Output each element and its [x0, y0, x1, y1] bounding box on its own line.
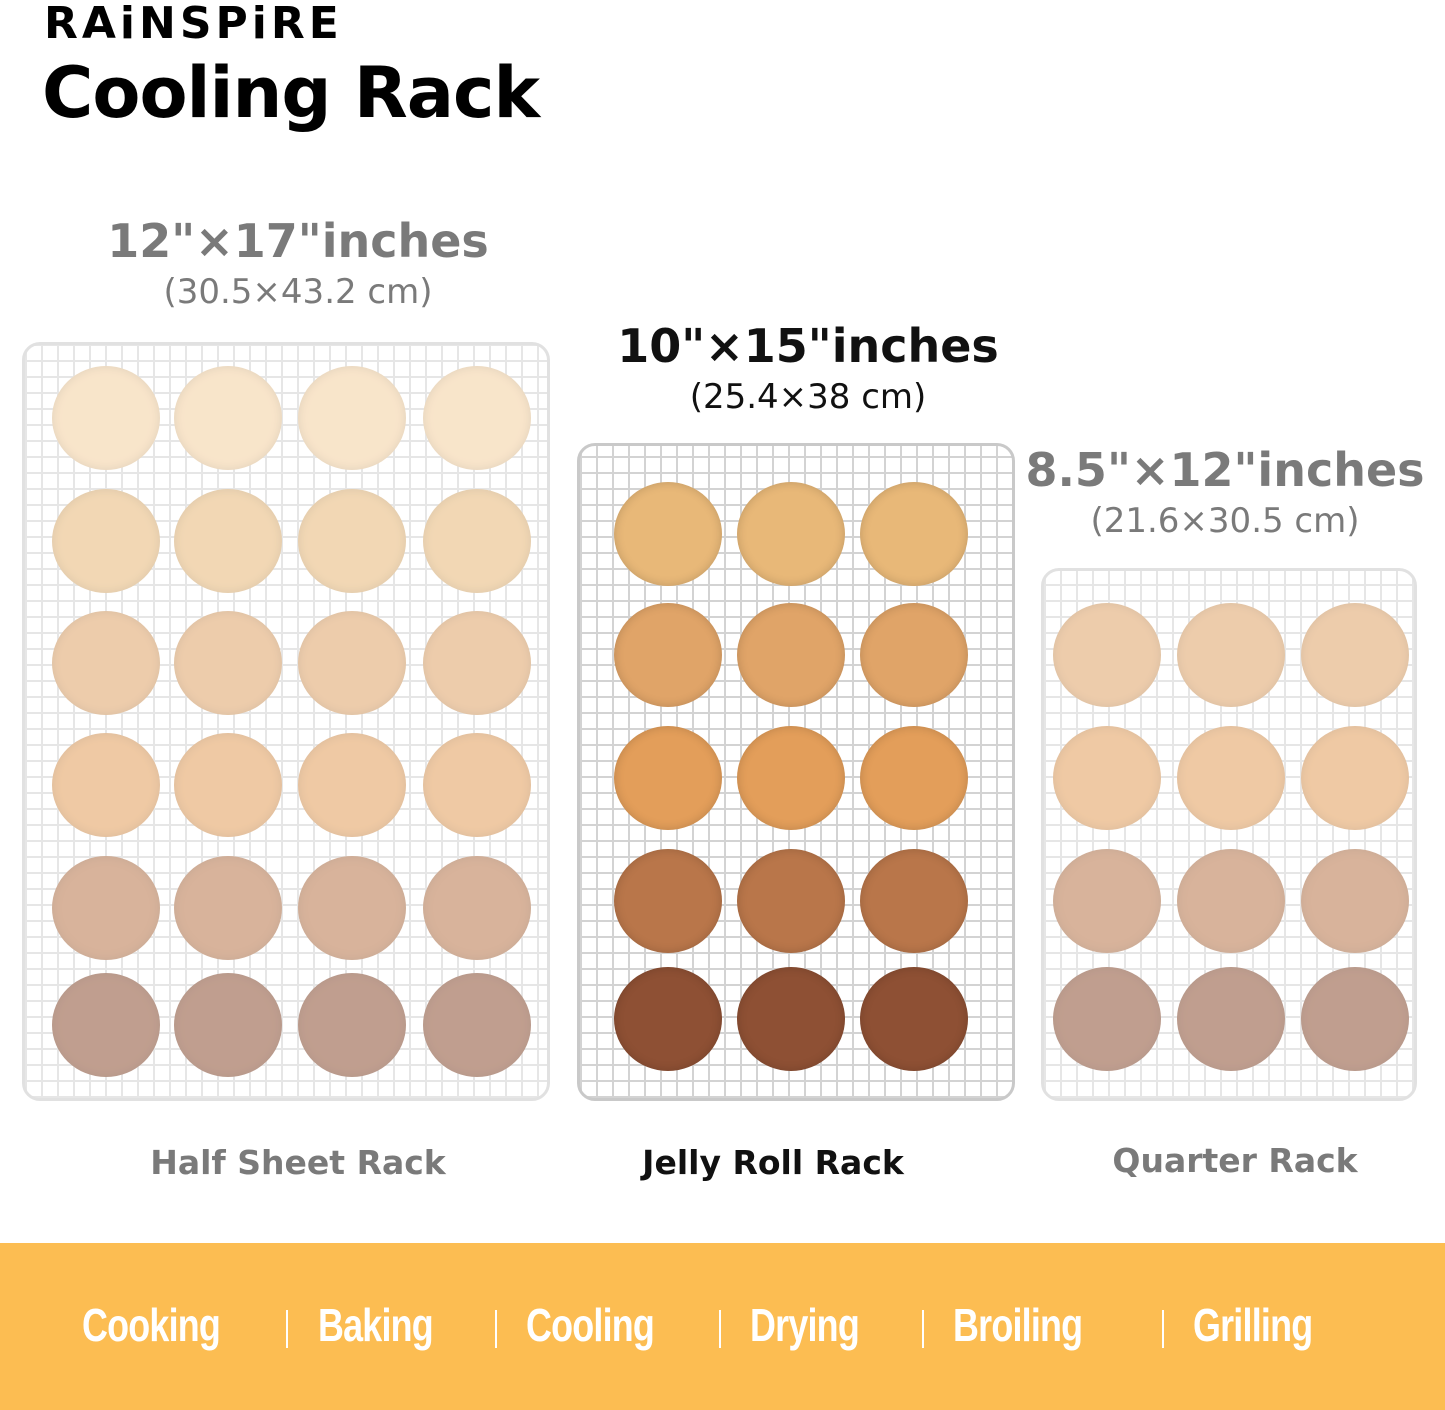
cookie	[737, 726, 845, 830]
cookie	[737, 603, 845, 707]
cookie	[1053, 726, 1161, 830]
cookie	[1177, 967, 1285, 1071]
cookie	[174, 611, 282, 715]
cookie	[174, 856, 282, 960]
cookie	[298, 856, 406, 960]
brand-logo: RAiNSPiRE	[44, 0, 343, 49]
cookie	[1053, 967, 1161, 1071]
cookie	[614, 482, 722, 586]
cookie	[174, 973, 282, 1077]
uses-banner: Cooking Baking Cooling Drying Broiling G…	[0, 1243, 1445, 1410]
cookie	[614, 849, 722, 953]
use-broiling: Broiling	[953, 1299, 1083, 1351]
divider	[495, 1310, 497, 1348]
cookie	[298, 973, 406, 1077]
cookie	[1177, 849, 1285, 953]
cookie	[298, 366, 406, 470]
rack-size-jelly-roll: 10"×15"inches (25.4×38 cm)	[617, 319, 999, 417]
cookie	[1177, 726, 1285, 830]
cookie	[737, 849, 845, 953]
cookie	[52, 733, 160, 837]
divider	[922, 1310, 924, 1348]
cookie	[860, 849, 968, 953]
cookie	[423, 856, 531, 960]
use-baking: Baking	[318, 1299, 434, 1351]
divider	[1162, 1310, 1164, 1348]
cookie	[52, 366, 160, 470]
cookie	[737, 967, 845, 1071]
use-cooking: Cooking	[82, 1299, 221, 1351]
cookie	[174, 733, 282, 837]
rack-size-quarter: 8.5"×12"inches (21.6×30.5 cm)	[1025, 443, 1424, 541]
cookie	[860, 967, 968, 1071]
cookie	[1301, 603, 1409, 707]
cookie	[298, 611, 406, 715]
cookie	[614, 726, 722, 830]
cookie	[860, 603, 968, 707]
quarter-rack-image	[1041, 568, 1417, 1101]
size-cm: (30.5×43.2 cm)	[163, 272, 433, 312]
cookie	[423, 366, 531, 470]
cookie	[174, 489, 282, 593]
divider	[719, 1310, 721, 1348]
cookie	[298, 489, 406, 593]
half-sheet-rack-image	[22, 342, 550, 1101]
cookie	[52, 973, 160, 1077]
cookie	[52, 489, 160, 593]
use-cooling: Cooling	[526, 1299, 655, 1351]
cookie	[174, 366, 282, 470]
cookie	[860, 482, 968, 586]
use-grilling: Grilling	[1193, 1299, 1313, 1351]
cookie	[52, 611, 160, 715]
jelly-roll-rack-image	[577, 443, 1015, 1101]
cookie	[423, 611, 531, 715]
cookie	[52, 856, 160, 960]
divider	[286, 1310, 288, 1348]
size-inches: 10"×15"inches	[617, 319, 999, 373]
cookie	[1177, 603, 1285, 707]
cookie	[1053, 603, 1161, 707]
rack-label-jelly-roll: Jelly Roll Rack	[642, 1143, 904, 1182]
rack-size-half-sheet: 12"×17"inches (30.5×43.2 cm)	[107, 214, 489, 312]
cookie	[860, 726, 968, 830]
size-cm: (25.4×38 cm)	[689, 377, 927, 417]
cookie	[614, 603, 722, 707]
size-inches: 8.5"×12"inches	[1025, 443, 1425, 497]
cookie	[1301, 849, 1409, 953]
cookie	[1301, 726, 1409, 830]
cookie	[298, 733, 406, 837]
size-inches: 12"×17"inches	[107, 214, 489, 268]
cookie	[614, 967, 722, 1071]
cookie	[423, 973, 531, 1077]
cookie	[1301, 967, 1409, 1071]
page-title: Cooling Rack	[42, 52, 540, 134]
cookie	[423, 489, 531, 593]
cookie	[423, 733, 531, 837]
cookie	[737, 482, 845, 586]
rack-label-half-sheet: Half Sheet Rack	[150, 1143, 446, 1182]
rack-label-quarter: Quarter Rack	[1112, 1141, 1358, 1180]
use-drying: Drying	[750, 1299, 860, 1351]
cookie	[1053, 849, 1161, 953]
size-cm: (21.6×30.5 cm)	[1090, 501, 1360, 541]
